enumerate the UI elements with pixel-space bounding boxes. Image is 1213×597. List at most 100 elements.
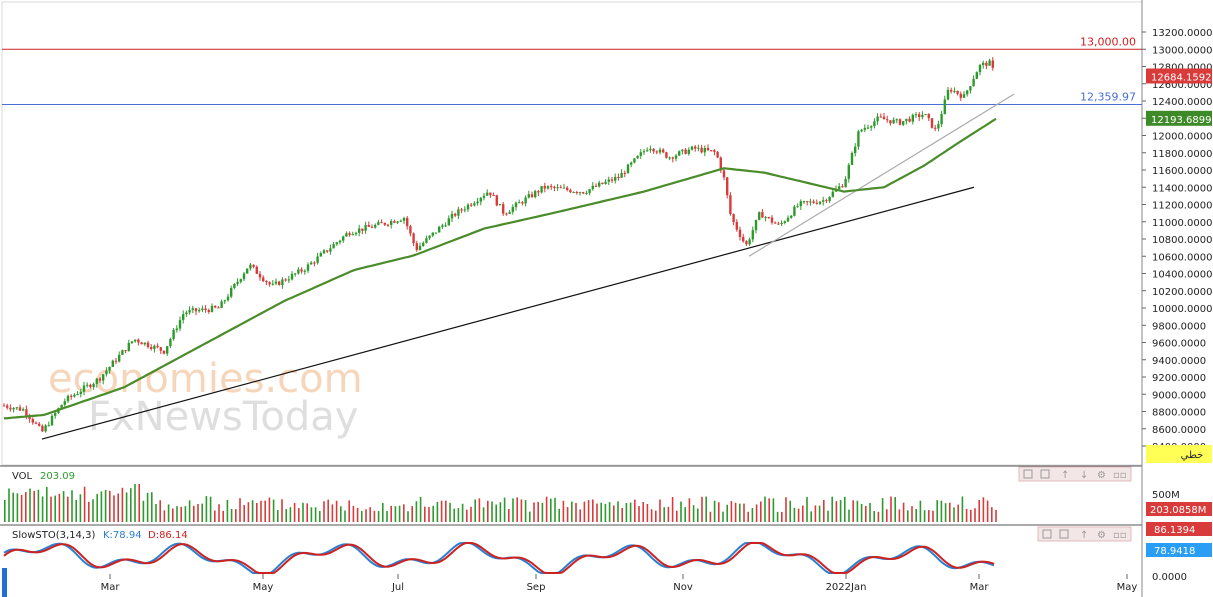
candle-body — [540, 186, 543, 193]
rtl-badge[interactable] — [1146, 445, 1212, 463]
price-tick-label: 9200.0000 — [1152, 373, 1206, 384]
trendline-support-short[interactable] — [748, 93, 1015, 257]
volume-bar — [79, 494, 82, 522]
volume-bar — [978, 499, 980, 522]
candle-body — [982, 62, 985, 65]
move-up-icon[interactable]: ↑ — [1080, 530, 1088, 541]
volume-bar — [823, 499, 825, 522]
candle-body — [63, 401, 66, 405]
more-icon[interactable]: ▫▫ — [1113, 530, 1127, 541]
volume-bar — [365, 509, 367, 522]
volume-bar — [319, 510, 321, 522]
volume-bar — [902, 502, 905, 522]
settings-icon[interactable]: ⚙ — [1097, 530, 1106, 541]
stochastic-k: K:78.94 — [103, 530, 142, 541]
volume-bar — [100, 491, 103, 522]
candle-body — [418, 245, 422, 251]
volume-bar — [62, 491, 65, 522]
candle-body — [569, 189, 572, 193]
volume-bar — [474, 499, 476, 522]
scroll-marker[interactable] — [2, 568, 7, 597]
volume-bar — [982, 497, 985, 522]
candle-body — [12, 408, 15, 410]
settings-icon[interactable]: ⚙ — [1097, 470, 1106, 481]
volume-bar — [936, 500, 938, 522]
candle-body — [511, 207, 514, 212]
candle-body — [991, 60, 994, 68]
volume-bar — [16, 493, 19, 522]
candle-body — [553, 186, 556, 189]
volume-bar — [932, 510, 934, 522]
candle-body — [620, 172, 623, 178]
candle-body — [265, 281, 268, 283]
candle-body — [105, 370, 108, 375]
volume-bar — [919, 500, 922, 522]
volume-bar — [520, 499, 523, 522]
move-up-icon[interactable]: ↑ — [1061, 470, 1069, 481]
volume-bar — [676, 510, 678, 522]
volume-bar — [503, 497, 506, 522]
volume-bar — [587, 500, 590, 522]
candle-body — [786, 217, 790, 222]
volume-bar — [596, 503, 598, 522]
moving-average-layer — [3, 117, 997, 420]
volume-bar — [949, 502, 951, 522]
volume-bar — [550, 498, 552, 522]
candle-body — [662, 149, 665, 153]
volume-bar — [251, 500, 254, 522]
volume-bar — [797, 508, 800, 522]
candle-body — [364, 225, 367, 231]
volume-bar — [457, 508, 460, 522]
candle-body — [630, 162, 633, 165]
more-icon[interactable]: ▫▫ — [1113, 470, 1127, 481]
candle-body — [156, 345, 159, 348]
maximize-icon[interactable] — [1059, 529, 1069, 539]
volume-bar — [915, 508, 917, 522]
volume-bar — [508, 509, 510, 522]
volume-tag-label: 203.0858M — [1150, 505, 1206, 516]
time-tick-label: Nov — [673, 582, 693, 593]
minimize-icon[interactable] — [1023, 469, 1033, 479]
candle-body — [396, 221, 399, 223]
price-tick-label: 11600.0000 — [1152, 166, 1212, 177]
candle-body — [854, 146, 857, 154]
volume-bar — [180, 506, 182, 522]
candle-body — [204, 308, 207, 310]
candle-body — [956, 90, 959, 94]
volume-bar — [692, 505, 695, 522]
candle-body — [479, 197, 482, 202]
volume-bar — [419, 496, 422, 522]
candle-body — [950, 89, 953, 92]
volume-bar — [974, 508, 976, 522]
candle-body — [425, 238, 428, 243]
price-tick-label: 9600.0000 — [1152, 339, 1206, 350]
candle-body — [783, 221, 786, 223]
candle-body — [95, 378, 98, 384]
maximize-icon[interactable] — [1040, 469, 1050, 479]
candle-body — [962, 94, 966, 98]
candle-body — [546, 186, 550, 189]
volume-bar — [688, 498, 691, 522]
candle-body — [284, 279, 287, 281]
candle-body — [38, 423, 41, 426]
volume-bar — [793, 507, 796, 522]
trendline-support-long[interactable] — [41, 186, 975, 440]
candle-body — [735, 221, 738, 230]
candle-body — [124, 350, 127, 352]
volume-bar — [306, 503, 308, 522]
candle-body — [610, 179, 614, 181]
volume-bar — [277, 510, 279, 522]
volume-bar — [566, 507, 569, 522]
candle-body — [745, 241, 748, 245]
volume-bar — [991, 507, 993, 522]
move-down-icon[interactable]: ↓ — [1080, 470, 1088, 481]
time-tick-label: 2022Jan — [826, 582, 867, 593]
volume-bar — [634, 499, 636, 522]
candle-body — [76, 394, 79, 396]
minimize-icon[interactable] — [1042, 529, 1052, 539]
candle-body — [201, 308, 204, 311]
candle-body — [617, 176, 620, 178]
candle-body — [719, 157, 722, 171]
candle-body — [153, 345, 156, 349]
time-tick-label: May — [1117, 582, 1138, 593]
